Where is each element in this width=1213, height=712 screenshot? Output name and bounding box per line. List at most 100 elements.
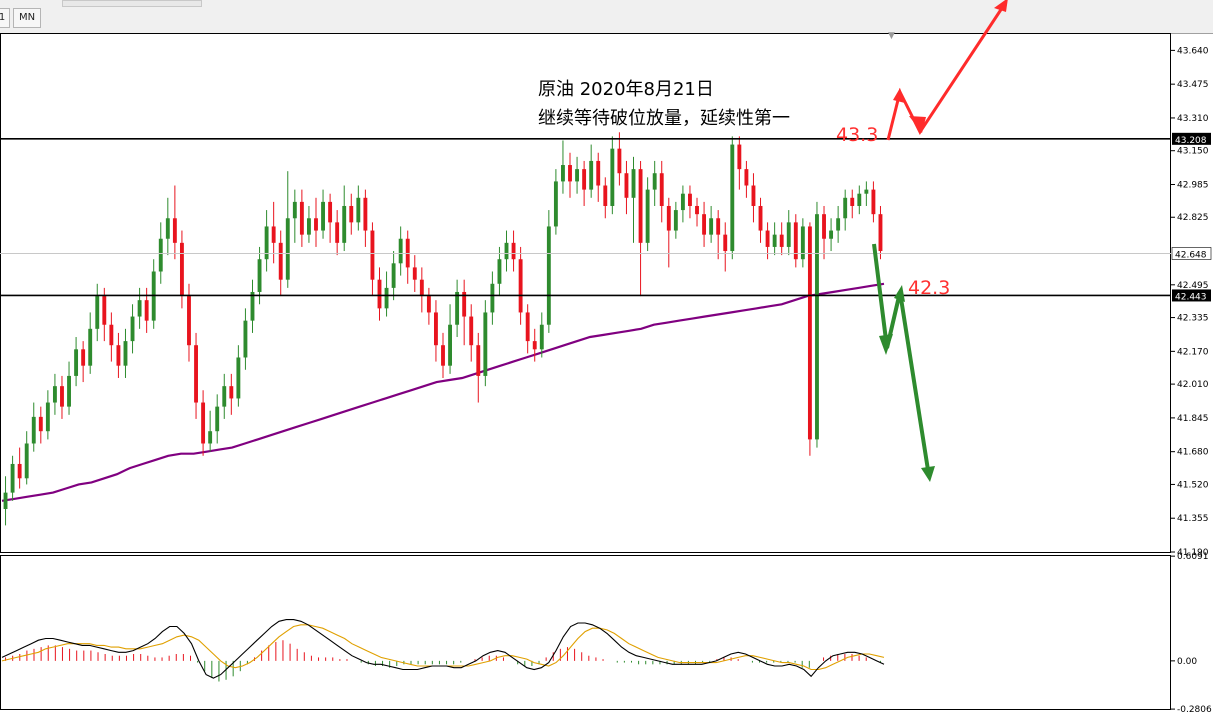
candle-body <box>236 357 241 399</box>
candle-body <box>822 214 826 239</box>
candle-body <box>695 205 699 215</box>
candle-body <box>412 267 417 280</box>
candle-body <box>716 218 721 235</box>
candle-body <box>243 320 248 358</box>
macd-axis: 0.6091 0.00 -0.2806 <box>1171 552 1212 712</box>
level-price-tag <box>1172 132 1211 145</box>
candle-body <box>702 214 707 235</box>
timeframe-button-1[interactable]: 1 <box>0 8 10 28</box>
candle-body <box>434 312 438 346</box>
candle-body <box>448 324 452 366</box>
candle-body <box>815 214 819 440</box>
sma-layer <box>1 282 885 502</box>
candle-body <box>582 169 587 190</box>
candle-body <box>483 312 488 376</box>
candle-body <box>314 218 318 231</box>
candle-body <box>709 218 714 235</box>
candle-body <box>60 386 64 407</box>
candle-body <box>610 148 615 206</box>
candle-body <box>187 296 191 346</box>
candle-body <box>17 463 22 479</box>
candle-body <box>857 193 862 206</box>
timeframe-button-mn[interactable]: MN <box>13 8 41 28</box>
green-arrowhead-down <box>921 466 935 482</box>
candle-body <box>730 144 735 252</box>
candle-body <box>31 416 36 444</box>
candle-body <box>123 341 128 366</box>
candle-body <box>751 185 756 206</box>
candle-body <box>109 324 114 346</box>
candle-body <box>179 242 184 297</box>
candle-body <box>264 226 269 260</box>
candle-body <box>469 316 474 346</box>
candles-layer <box>3 132 883 526</box>
price-tick-label: 42.825 <box>1177 213 1209 223</box>
candle-body <box>95 296 100 329</box>
candle-body <box>328 201 333 223</box>
scroll-marker-icon[interactable]: ▼ <box>888 31 895 41</box>
candle-body <box>455 291 460 325</box>
candle-body <box>793 222 798 260</box>
level-price-label: 43.208 <box>1175 136 1207 146</box>
candle-body <box>426 296 431 313</box>
candle-body <box>829 230 834 239</box>
arrows-layer <box>872 0 1008 482</box>
candle-body <box>490 283 495 313</box>
candle-body <box>546 226 551 325</box>
candle-body <box>878 214 883 252</box>
candle-body <box>391 263 396 288</box>
annotation-line-1: 原油 2020年8月21日 <box>538 79 714 100</box>
candle-body <box>257 259 262 292</box>
red-arrow-path <box>886 1 1008 141</box>
candle-body <box>201 402 206 444</box>
candle-body <box>638 169 643 243</box>
candle-body <box>384 287 389 309</box>
candle-body <box>836 218 841 231</box>
candle-body <box>208 431 213 444</box>
candle-body <box>673 210 678 231</box>
price-axis: 43.640 43.475 43.310 43.150 42.985 42.825 42.4… <box>1171 46 1209 558</box>
candle-body <box>631 169 636 198</box>
candle-body <box>504 242 509 260</box>
candle-body <box>772 234 777 247</box>
macd-tick-label: -0.2806 <box>1177 705 1212 712</box>
price-tick-label: 43.475 <box>1177 80 1209 90</box>
red-arrowhead-top <box>893 88 905 103</box>
levels-layer: 43.208 42.443 42.648 <box>0 132 1212 302</box>
main-chart-frame <box>0 33 1171 553</box>
candle-body <box>807 226 812 440</box>
candle-body <box>617 148 622 174</box>
level-price-tag <box>1172 289 1211 302</box>
candle-body <box>67 375 71 407</box>
candle-body <box>370 230 375 280</box>
price-tick-label: 42.010 <box>1177 380 1209 390</box>
candle-body <box>335 222 340 243</box>
candle-body <box>102 296 107 325</box>
candle-body <box>518 259 523 313</box>
candle-body <box>659 173 664 206</box>
candle-body <box>172 218 177 243</box>
moving-average-line <box>1 282 885 502</box>
candle-body <box>81 349 86 366</box>
candle-body <box>215 406 220 432</box>
candle-body <box>398 238 403 264</box>
candle-body <box>250 291 255 321</box>
candle-body <box>786 222 791 247</box>
annotation-line-2: 继续等待破位放量，延续性第一 <box>538 108 790 129</box>
candle-body <box>441 345 445 366</box>
level-price-label: 42.443 <box>1175 292 1207 302</box>
price-tick-label: 41.680 <box>1177 448 1209 458</box>
macd-tick-label: 0.6091 <box>1177 552 1209 562</box>
candle-body <box>363 197 368 231</box>
price-tick-label: 42.495 <box>1177 281 1209 291</box>
price-tick-label: 41.190 <box>1177 548 1209 558</box>
candle-body <box>165 218 170 239</box>
candle-body <box>779 234 784 247</box>
candle-body <box>561 165 565 182</box>
green-arrow-path <box>872 243 930 471</box>
current-price-label: 42.648 <box>1175 250 1207 260</box>
candle-body <box>652 173 657 190</box>
macd-layer <box>1 619 885 682</box>
price-tick-label: 43.640 <box>1177 46 1209 56</box>
